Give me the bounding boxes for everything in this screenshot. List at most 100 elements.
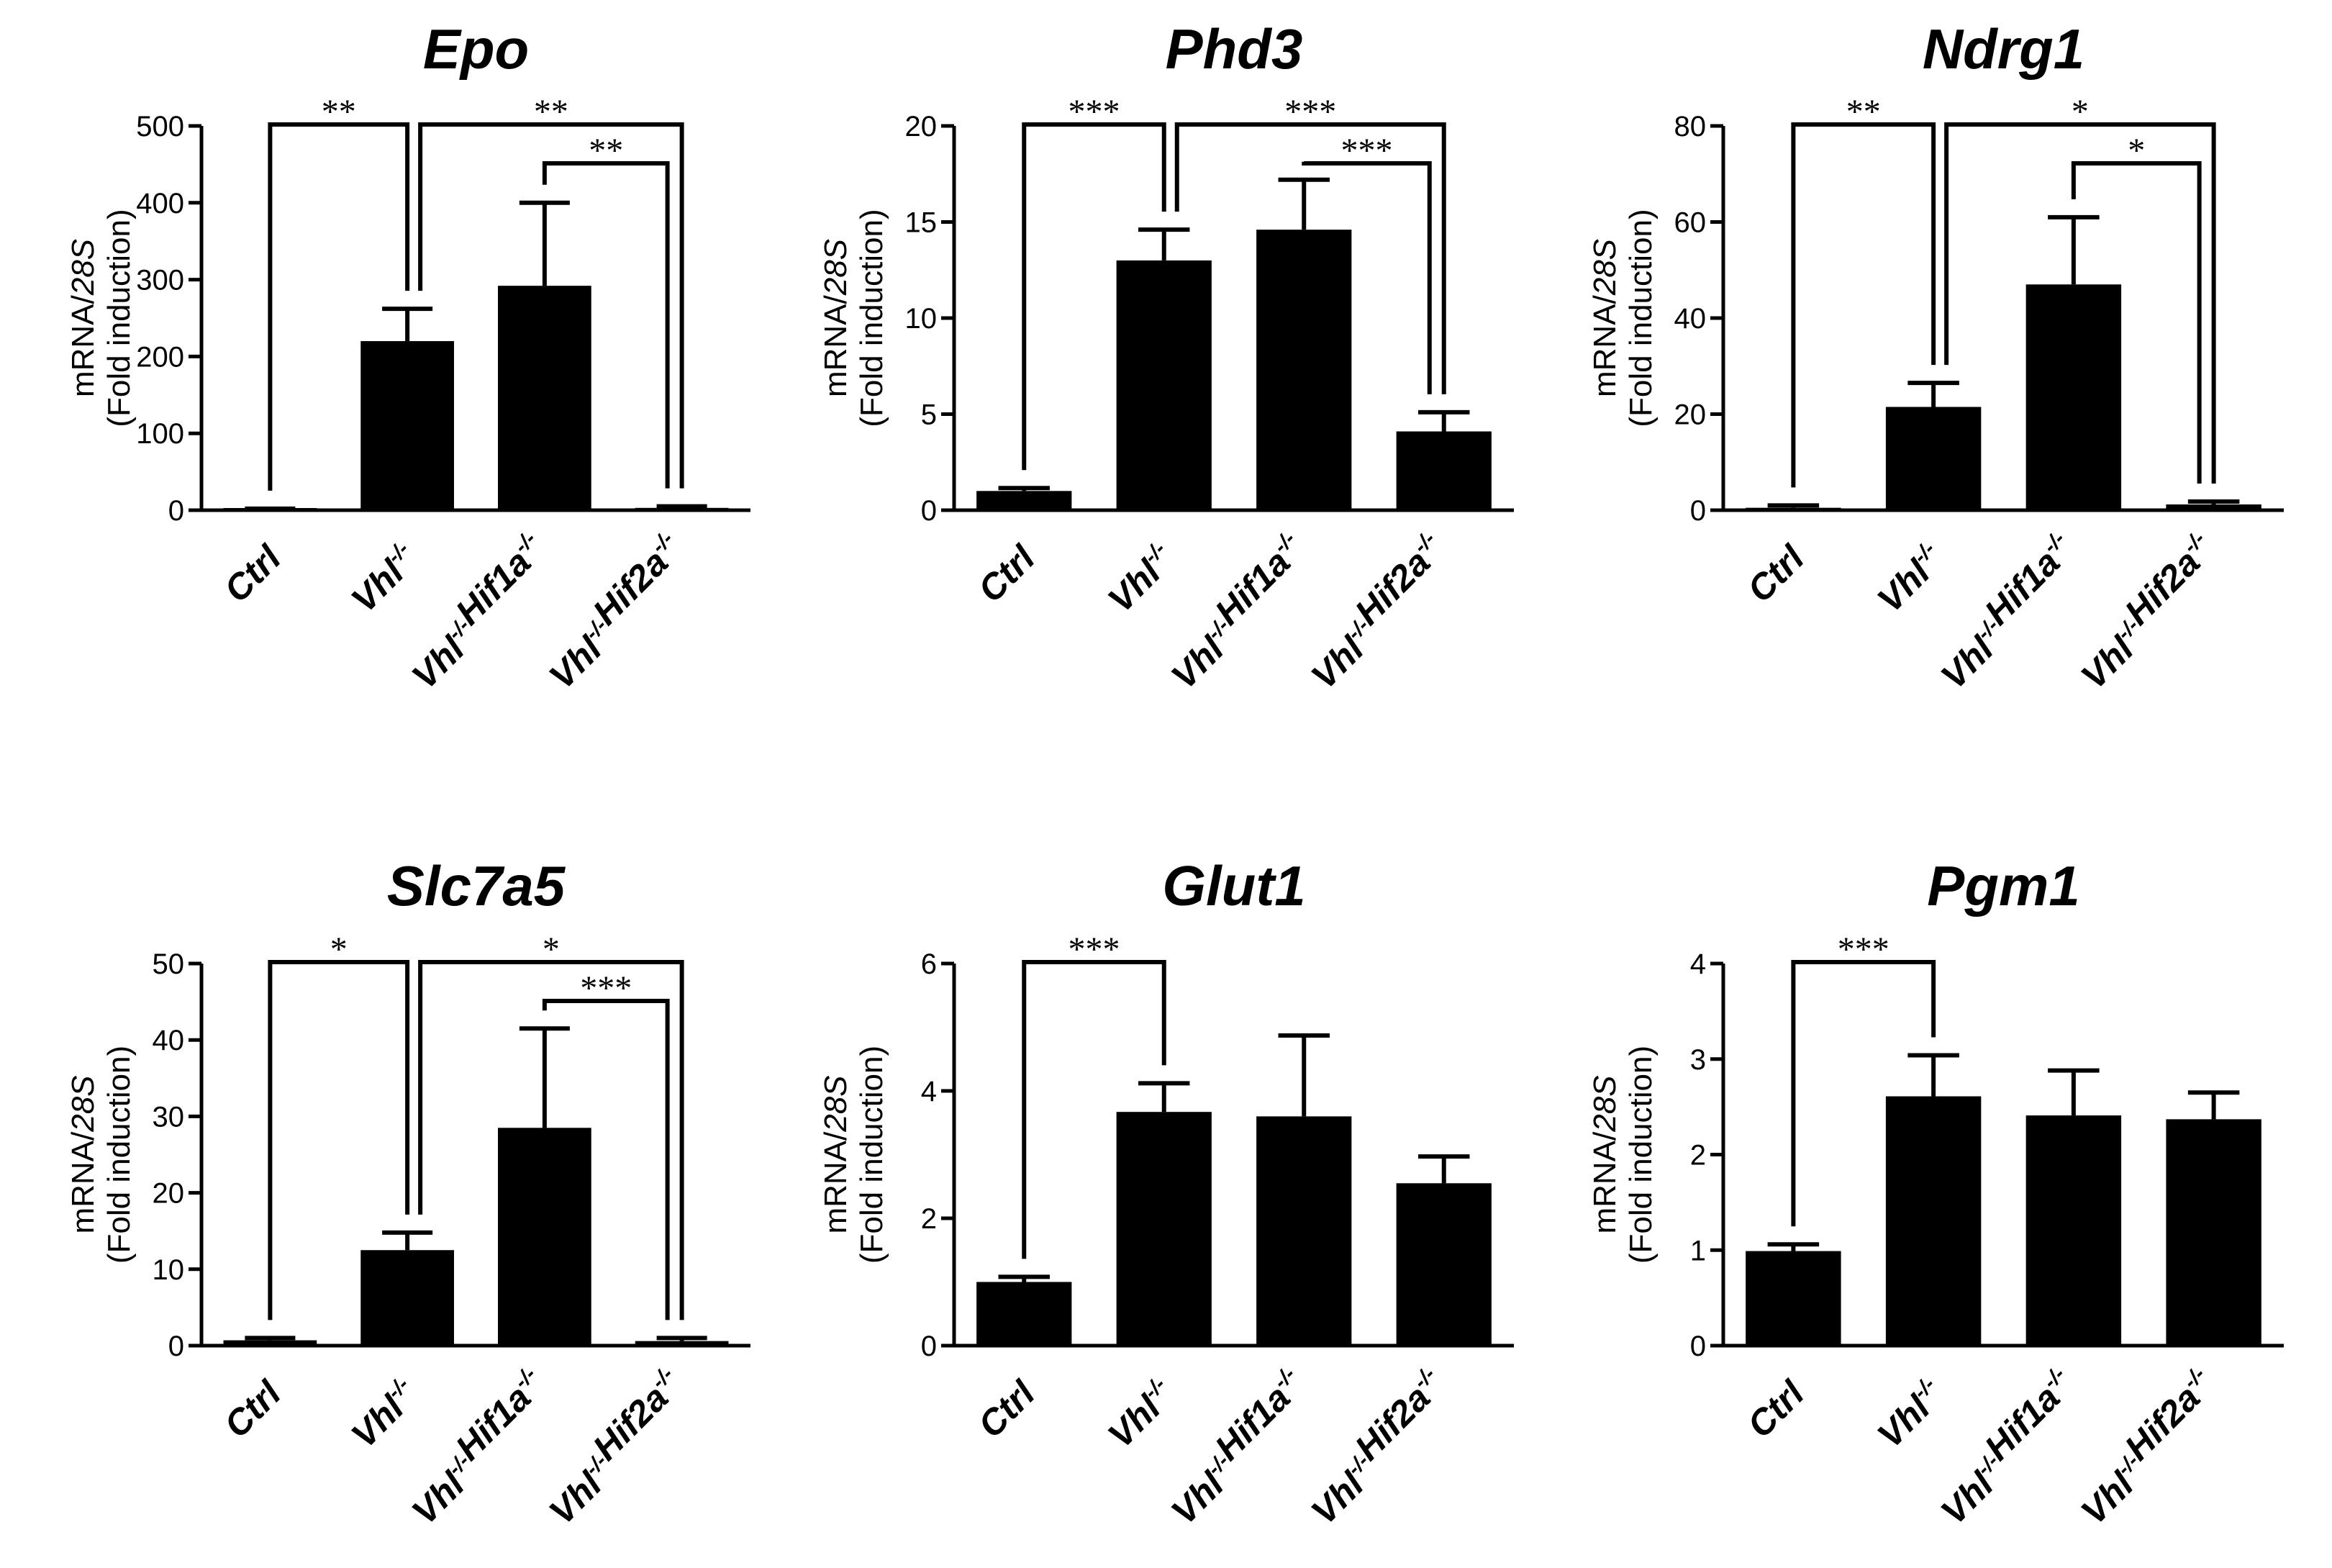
chart-panel-slc7a5: Slc7a5 0 10 20 30 40 50 mRNA/28S (Fold induction…: [65, 854, 750, 1532]
chart-title: Slc7a5: [387, 854, 566, 917]
y-tick-label: 500: [136, 111, 184, 142]
y-tick-label: 0: [921, 495, 937, 527]
x-tick-label: Vhl-/-Hif1a-/-: [394, 1362, 563, 1532]
bar-0: [1746, 507, 1841, 510]
bar-0: [976, 491, 1072, 510]
chart-panel-ndrg1: Ndrg1 0 20 40 60 80 mRNA/28S (Fold induction) Ct…: [1587, 17, 2284, 697]
y-axis-label-2: (Fold induction): [854, 209, 889, 427]
y-axis-label-2: (Fold induction): [101, 1046, 137, 1264]
y-axis-label: mRNA/28S: [1587, 239, 1623, 397]
y-tick-label: 200: [136, 341, 184, 373]
x-tick-label: Vhl-/-Hif2a-/-: [1293, 527, 1463, 697]
significance-label: ***: [1284, 93, 1336, 131]
bar-1: [360, 341, 454, 510]
x-tick-label: Ctrl: [971, 537, 1043, 609]
y-tick-label: 60: [1674, 207, 1707, 239]
y-tick-label: 20: [1674, 399, 1707, 431]
x-tick-label: Vhl-/-: [343, 1372, 426, 1455]
y-tick-label: 40: [1674, 303, 1707, 335]
y-tick-label: 0: [168, 1331, 184, 1362]
y-tick-label: 5: [921, 399, 937, 431]
bar-2: [498, 1128, 591, 1346]
y-axis-label-2: (Fold induction): [1623, 1046, 1659, 1264]
bar-2: [498, 286, 591, 510]
x-tick-label: Vhl-/-Hif2a-/-: [1293, 1362, 1463, 1532]
significance-bracket: [1022, 960, 1166, 1259]
bar-1: [360, 1250, 454, 1346]
bar-3: [2166, 504, 2261, 510]
y-tick-label: 20: [905, 111, 938, 142]
y-axis-label-2: (Fold induction): [101, 209, 137, 427]
y-tick-label: 0: [168, 495, 184, 527]
significance-bracket: [1944, 122, 2216, 484]
y-tick-label: 2: [1690, 1140, 1706, 1172]
chart-title: Ndrg1: [1923, 17, 2084, 81]
y-tick-label: 0: [921, 1331, 937, 1362]
significance-label: **: [1846, 93, 1881, 131]
x-tick-label: Ctrl: [971, 1372, 1043, 1445]
significance-bracket: [1174, 122, 1446, 394]
chart-panel-pgm1: Pgm1 0 1 2 3 4 mRNA/28S (Fold induction) Ctrl Vhl…: [1587, 854, 2284, 1532]
x-tick-label: Ctrl: [217, 537, 289, 609]
chart-panel-phd3: Phd3 0 5 10 15 20 mRNA/28S (Fold induction) Ctrl…: [818, 17, 1514, 697]
significance-bracket: [1791, 960, 1936, 1227]
y-tick-label: 1: [1690, 1235, 1706, 1266]
x-tick-label: Vhl-/-: [343, 537, 426, 620]
bar-0: [1746, 1251, 1841, 1346]
bar-0: [976, 1282, 1072, 1346]
x-tick-label: Vhl-/-: [1099, 537, 1182, 620]
y-axis-label: mRNA/28S: [1587, 1075, 1623, 1233]
x-tick-label: Vhl-/-Hif2a-/-: [530, 1362, 700, 1532]
significance-label: **: [589, 132, 623, 170]
significance-bracket: [418, 122, 684, 489]
y-tick-label: 400: [136, 188, 184, 219]
significance-bracket: [542, 161, 670, 489]
significance-bracket: [1302, 161, 1432, 394]
significance-bracket: [268, 122, 410, 491]
y-tick-label: 10: [905, 303, 938, 335]
x-tick-label: Vhl-/-: [1869, 1372, 1952, 1455]
chart-title: Pgm1: [1927, 854, 2079, 917]
y-tick-label: 0: [1690, 495, 1706, 527]
y-tick-label: 100: [136, 418, 184, 450]
y-tick-label: 15: [905, 207, 938, 239]
x-tick-label: Vhl-/-Hif1a-/-: [1923, 527, 2092, 697]
x-tick-label: Vhl-/-: [1869, 537, 1952, 620]
x-tick-label: Vhl-/-Hif1a-/-: [1153, 527, 1322, 697]
significance-bracket: [542, 999, 670, 1320]
chart-title: Epo: [423, 17, 529, 81]
significance-bracket: [1022, 122, 1166, 471]
significance-label: ***: [580, 969, 632, 1007]
bar-2: [2025, 284, 2122, 510]
y-tick-label: 0: [1690, 1331, 1706, 1362]
significance-label: ***: [1069, 930, 1120, 969]
y-axis-label: mRNA/28S: [818, 239, 853, 397]
y-tick-label: 2: [921, 1203, 937, 1235]
bar-1: [1116, 1112, 1212, 1346]
y-tick-label: 6: [921, 948, 937, 980]
y-tick-label: 80: [1674, 111, 1707, 142]
chart-title: Glut1: [1162, 854, 1305, 917]
significance-bracket: [268, 960, 410, 1320]
bar-1: [1885, 407, 1982, 510]
bar-0: [223, 1340, 317, 1346]
y-tick-label: 10: [153, 1254, 185, 1286]
y-axis-label: mRNA/28S: [818, 1075, 853, 1233]
bar-2: [2025, 1115, 2122, 1346]
x-tick-label: Vhl-/-Hif2a-/-: [2062, 527, 2232, 697]
significance-label: *: [543, 930, 560, 969]
bar-3: [1396, 1183, 1492, 1346]
bar-3: [1396, 431, 1492, 510]
significance-label: *: [2072, 93, 2089, 131]
bar-3: [2166, 1119, 2261, 1346]
x-tick-label: Ctrl: [1740, 1372, 1812, 1445]
y-tick-label: 4: [1690, 948, 1706, 980]
bar-1: [1885, 1096, 1982, 1346]
y-axis-label-2: (Fold induction): [1623, 209, 1659, 427]
y-tick-label: 30: [153, 1101, 185, 1133]
significance-label: **: [534, 93, 568, 131]
y-axis-label-2: (Fold induction): [854, 1046, 889, 1264]
bar-1: [1116, 260, 1212, 510]
chart-panel-epo: Epo 0 100 200 300 400 500 mRNA/28S (Fold inducti…: [65, 17, 750, 697]
y-tick-label: 300: [136, 265, 184, 296]
